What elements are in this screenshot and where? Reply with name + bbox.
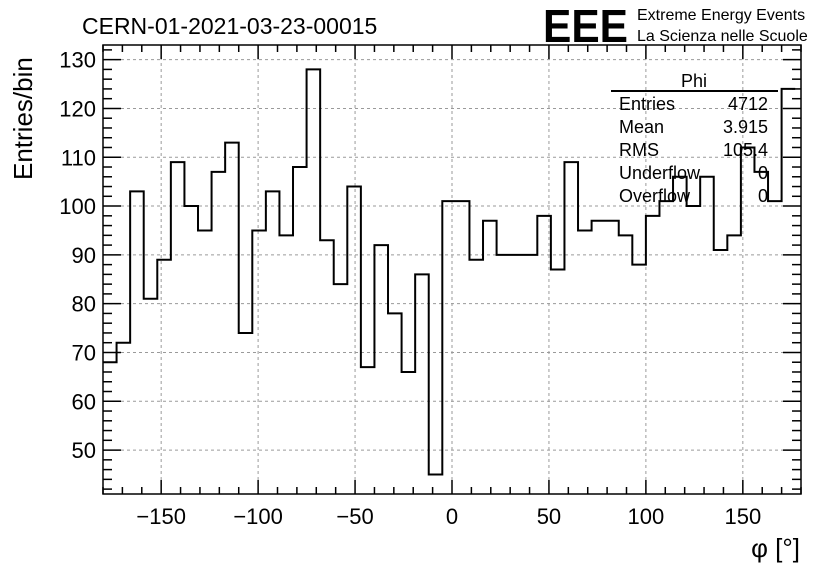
stats-value-overflow: 0 — [758, 186, 768, 206]
stats-value-underflow: 0 — [758, 163, 768, 183]
x-tick-label: −150 — [136, 504, 186, 529]
grid-lines — [103, 45, 801, 494]
y-tick-label: 120 — [59, 96, 96, 121]
y-tick-label: 130 — [59, 48, 96, 73]
stats-title: Phi — [681, 71, 707, 91]
stats-label-entries: Entries — [619, 94, 675, 114]
y-tick-label: 60 — [72, 389, 96, 414]
stats-label-mean: Mean — [619, 117, 664, 137]
tick-labels: −150 −100 −50 0 50 100 150 50 60 70 80 90 100 110 120 1… — [59, 48, 761, 529]
stats-label-overflow: Overflow — [619, 186, 691, 206]
y-axis-label: Entries/bin — [8, 57, 38, 180]
stats-value-mean: 3.915 — [723, 117, 768, 137]
y-tick-label: 90 — [72, 243, 96, 268]
x-tick-label: −100 — [233, 504, 283, 529]
eee-logo-line2: La Scienza nelle Scuole — [637, 28, 808, 45]
stats-label-underflow: Underflow — [619, 163, 701, 183]
stats-value-entries: 4712 — [728, 94, 768, 114]
x-tick-label: 0 — [446, 504, 458, 529]
stats-label-rms: RMS — [619, 140, 659, 160]
y-tick-label: 80 — [72, 292, 96, 317]
x-tick-label: 100 — [628, 504, 665, 529]
axis-ticks — [102, 45, 802, 494]
y-tick-label: 70 — [72, 340, 96, 365]
y-tick-label: 100 — [59, 194, 96, 219]
eee-logo-text: EEE — [543, 0, 628, 52]
x-tick-label: 50 — [537, 504, 561, 529]
chart-title: CERN-01-2021-03-23-00015 — [82, 13, 377, 39]
eee-logo-line1: Extreme Energy Events — [637, 7, 805, 24]
x-axis-label: φ [°] — [751, 533, 800, 563]
y-tick-label: 110 — [61, 145, 96, 170]
stats-value-rms: 105.4 — [723, 140, 768, 160]
x-tick-label: −50 — [336, 504, 373, 529]
x-tick-label: 150 — [724, 504, 761, 529]
y-tick-label: 50 — [72, 438, 96, 463]
histogram-outline — [103, 68, 796, 476]
stats-box: Phi Entries 4712 Mean 3.915 RMS 105.4 Un… — [611, 71, 778, 206]
eee-logo: EEE Extreme Energy Events La Scienza nel… — [543, 0, 808, 52]
